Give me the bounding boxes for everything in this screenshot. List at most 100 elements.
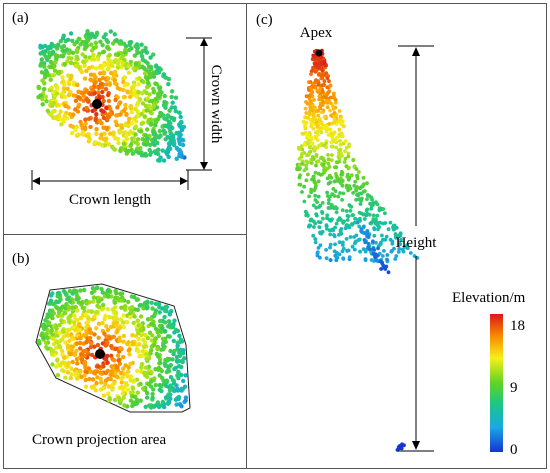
point	[82, 360, 88, 365]
point	[126, 70, 132, 75]
point	[113, 52, 119, 57]
point	[313, 240, 318, 245]
point	[405, 243, 409, 247]
point	[313, 181, 318, 186]
point	[106, 142, 112, 147]
point	[316, 246, 321, 250]
point	[84, 68, 89, 74]
apex-marker-a	[92, 99, 102, 109]
point	[297, 175, 302, 180]
point	[165, 147, 170, 153]
point	[144, 108, 149, 113]
point	[91, 52, 96, 58]
point	[110, 382, 115, 388]
point	[56, 307, 62, 312]
point	[126, 64, 131, 69]
point	[98, 376, 103, 381]
point	[303, 125, 308, 130]
point	[338, 139, 342, 143]
point	[55, 358, 60, 363]
point	[365, 181, 369, 186]
point	[130, 333, 135, 338]
point	[378, 220, 382, 225]
point	[94, 32, 99, 38]
point	[316, 113, 321, 118]
point	[93, 388, 98, 393]
point	[93, 117, 98, 123]
point	[158, 360, 163, 365]
point	[304, 211, 309, 216]
point	[128, 104, 133, 109]
point	[300, 190, 304, 194]
point	[347, 175, 352, 180]
point	[313, 237, 318, 241]
point	[141, 153, 146, 158]
point	[167, 108, 172, 113]
point	[123, 307, 128, 312]
point	[99, 371, 105, 376]
point	[313, 170, 318, 175]
point	[79, 69, 85, 75]
point	[114, 320, 120, 325]
point	[319, 73, 324, 78]
point	[141, 386, 146, 391]
point	[131, 342, 136, 347]
point	[153, 81, 158, 86]
point	[362, 224, 366, 229]
point	[77, 36, 82, 42]
point	[134, 94, 139, 99]
point	[167, 312, 173, 317]
point	[107, 314, 112, 320]
point	[145, 61, 150, 66]
point	[304, 178, 309, 183]
point	[309, 124, 314, 129]
point	[181, 378, 186, 384]
point	[66, 344, 71, 349]
point	[164, 383, 169, 389]
point	[93, 66, 99, 71]
point	[346, 165, 351, 170]
point	[318, 243, 323, 248]
point	[130, 360, 135, 366]
point	[96, 321, 102, 326]
point	[343, 139, 348, 143]
point	[140, 101, 146, 106]
point	[84, 370, 90, 375]
point	[113, 288, 118, 294]
point	[117, 101, 122, 107]
point	[328, 232, 333, 237]
point	[85, 29, 90, 34]
point	[119, 380, 125, 385]
point	[163, 304, 168, 309]
point	[76, 132, 81, 137]
point	[351, 191, 355, 195]
point	[145, 80, 150, 86]
point	[302, 141, 307, 146]
point	[166, 392, 171, 397]
point	[148, 152, 153, 157]
point	[347, 144, 351, 149]
point	[70, 291, 75, 296]
point	[67, 299, 73, 304]
point	[60, 91, 65, 96]
point	[322, 60, 327, 65]
point	[47, 301, 52, 306]
point	[53, 60, 58, 65]
point	[166, 82, 171, 87]
point	[103, 381, 108, 387]
point	[40, 49, 46, 54]
point	[380, 233, 384, 238]
point	[141, 306, 146, 311]
point	[157, 310, 162, 315]
point	[137, 63, 142, 68]
point	[344, 237, 349, 241]
colorbar-gradient	[490, 314, 503, 452]
point	[177, 340, 182, 345]
point	[311, 65, 315, 70]
point	[347, 203, 352, 208]
point	[319, 231, 324, 236]
point	[326, 161, 331, 166]
point	[136, 82, 141, 87]
point	[354, 187, 359, 192]
point	[138, 129, 144, 134]
